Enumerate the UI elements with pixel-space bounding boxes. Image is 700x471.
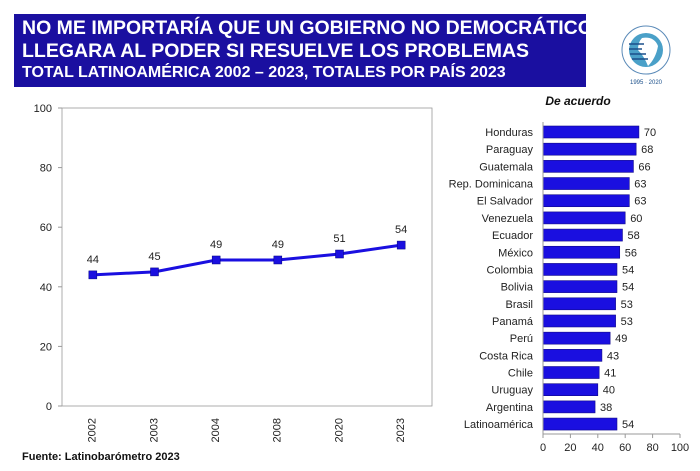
- bar-value-label: 54: [622, 282, 634, 294]
- bar-category-label: Latinoamérica: [464, 419, 534, 431]
- bar-category-label: Chile: [508, 368, 533, 380]
- bar-x-tick-label: 20: [564, 442, 576, 454]
- bar: [542, 194, 630, 208]
- bar: [542, 331, 611, 345]
- x-tick-label: 2002: [87, 418, 99, 442]
- x-tick-label: 2023: [395, 418, 407, 442]
- bar-value-label: 53: [621, 299, 633, 311]
- bar-value-label: 53: [621, 316, 633, 328]
- bar-chart-title: De acuerdo: [545, 94, 610, 108]
- bar-category-label: Guatemala: [479, 161, 534, 173]
- subtitle: TOTAL LATINOAMÉRICA 2002 – 2023, TOTALES…: [22, 64, 506, 81]
- bar-category-label: Colombia: [487, 264, 534, 276]
- bar-category-label: Ecuador: [492, 230, 533, 242]
- bar-category-label: Bolivia: [501, 282, 534, 294]
- bar: [542, 280, 618, 293]
- bar: [542, 245, 621, 259]
- series-line: [92, 243, 402, 277]
- x-tick-label: 2004: [210, 418, 222, 442]
- bar-category-label: Venezuela: [482, 213, 534, 225]
- y-tick-label: 0: [46, 401, 52, 413]
- bar-value-label: 63: [634, 196, 646, 208]
- title-line-2: LLEGARA AL PODER SI RESUELVE LOS PROBLEM…: [22, 40, 530, 62]
- bar-value-label: 40: [603, 385, 615, 397]
- latinobarometro-logo: 1995 · 2020: [621, 25, 671, 86]
- data-label: 45: [148, 251, 160, 263]
- data-point: [150, 267, 159, 277]
- data-point: [88, 270, 98, 280]
- bar-value-label: 49: [615, 333, 627, 345]
- title-line-1: NO ME IMPORTARÍA QUE UN GOBIERNO NO DEMO…: [22, 17, 593, 39]
- bar: [542, 400, 596, 414]
- bar-x-tick-label: 0: [540, 442, 546, 454]
- bar: [542, 349, 603, 362]
- bar: [542, 211, 626, 225]
- y-tick-label: 20: [40, 341, 52, 353]
- source-note: Fuente: Latinobarómetro 2023: [22, 451, 180, 463]
- bar-value-label: 38: [600, 402, 612, 414]
- bar-value-label: 68: [641, 144, 653, 156]
- svg-text:1995 · 2020: 1995 · 2020: [630, 80, 663, 86]
- bar-category-label: Rep. Dominicana: [449, 179, 534, 191]
- bar-value-label: 41: [604, 368, 616, 380]
- bar: [542, 160, 634, 173]
- bar-x-tick-label: 60: [619, 442, 631, 454]
- bar-category-label: El Salvador: [477, 196, 534, 208]
- bar-category-label: Argentina: [486, 402, 534, 414]
- bar-category-label: Perú: [510, 333, 533, 345]
- bar: [542, 125, 640, 139]
- data-label: 54: [395, 224, 407, 236]
- bar-value-label: 70: [644, 127, 656, 139]
- bar-value-label: 58: [627, 230, 639, 242]
- bar-value-label: 60: [630, 213, 642, 225]
- bar-value-label: 66: [638, 161, 650, 173]
- bar: [542, 142, 637, 156]
- bar-category-label: Panamá: [492, 316, 534, 328]
- plot-area: [61, 107, 433, 407]
- bar-category-label: Uruguay: [491, 385, 533, 397]
- x-tick-label: 2020: [333, 418, 345, 442]
- bar: [542, 297, 616, 311]
- bar: [542, 177, 630, 190]
- bar-value-label: 54: [622, 419, 634, 431]
- title-banner: NO ME IMPORTARÍA QUE UN GOBIERNO NO DEMO…: [14, 14, 593, 87]
- bar-value-label: 56: [625, 247, 637, 259]
- bar: [542, 366, 600, 379]
- data-point: [396, 240, 406, 250]
- bar: [542, 228, 623, 242]
- data-point: [211, 255, 221, 265]
- y-tick-label: 100: [34, 103, 52, 115]
- bar: [542, 417, 618, 431]
- x-tick-label: 2003: [148, 418, 160, 442]
- y-tick-label: 60: [40, 222, 52, 234]
- data-point: [335, 249, 344, 259]
- data-label: 49: [210, 239, 222, 251]
- bar-value-label: 63: [634, 179, 646, 191]
- bar: [542, 263, 618, 276]
- y-tick-label: 40: [40, 282, 52, 294]
- data-label: 44: [87, 254, 99, 266]
- data-label: 49: [272, 239, 284, 251]
- bar-category-label: Paraguay: [486, 144, 534, 156]
- bar-value-label: 43: [607, 350, 619, 362]
- bar-category-label: Costa Rica: [479, 350, 534, 362]
- bar-x-tick-label: 100: [671, 442, 689, 454]
- bar-x-tick-label: 80: [646, 442, 658, 454]
- bar-x-tick-label: 40: [592, 442, 604, 454]
- bar-category-label: México: [498, 247, 533, 259]
- x-tick-label: 2008: [272, 418, 284, 442]
- y-tick-label: 80: [40, 163, 52, 175]
- bar-value-label: 54: [622, 264, 634, 276]
- data-point: [273, 255, 283, 265]
- bar: [542, 383, 599, 397]
- bar: [542, 314, 616, 328]
- bar-category-label: Honduras: [485, 127, 533, 139]
- bar-category-label: Brasil: [505, 299, 533, 311]
- data-label: 51: [333, 233, 345, 245]
